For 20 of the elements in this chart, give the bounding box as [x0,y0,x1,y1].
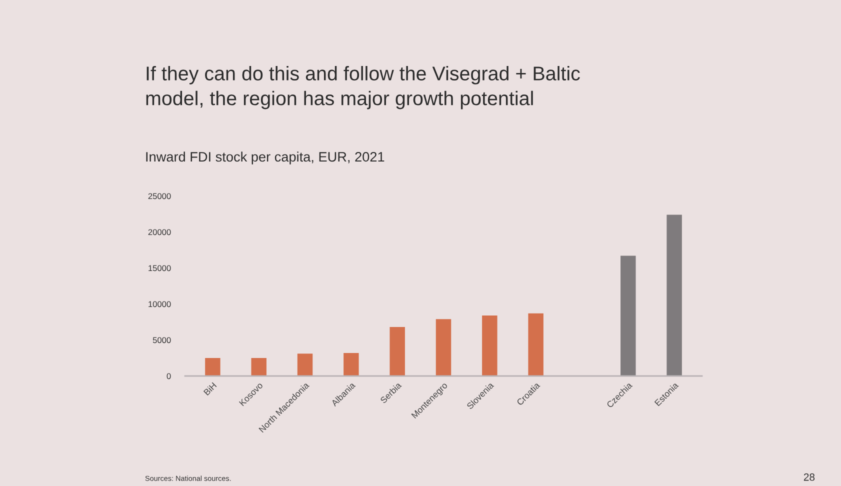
bar [620,256,636,376]
bar [251,358,266,376]
bar [666,214,682,376]
x-tick-label: BiH [203,382,217,396]
bar [344,352,359,376]
bar [390,327,405,376]
y-tick-label: 10000 [148,301,171,308]
bar [297,354,313,376]
bar [482,316,498,376]
chart-title: If they can do this and follow the Visegrad + Baltic model, the region has major growth potential [146,66,580,110]
chart-subtitle: Inward FDI stock per capita, EUR, 2021 [146,152,384,164]
bar [528,313,544,376]
bar [205,358,220,376]
y-tick-label: 25000 [148,193,171,200]
y-tick-label: 5000 [152,337,171,344]
y-tick-label: 20000 [148,229,171,236]
y-tick-label: 0 [166,373,171,380]
text: 28 [804,473,815,481]
bar [436,319,452,376]
y-tick-label: 15000 [148,265,171,272]
